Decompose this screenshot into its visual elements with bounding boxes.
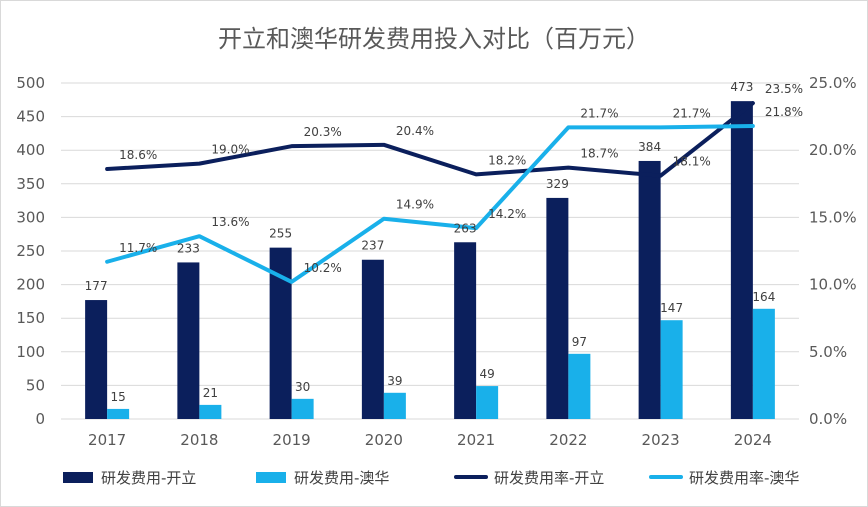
- legend-label: 研发费用率-澳华: [689, 469, 799, 487]
- bar: [291, 398, 314, 419]
- right-tick-label: 5.0%: [809, 343, 847, 361]
- bar: [361, 259, 384, 419]
- line-value-label: 13.6%: [211, 215, 249, 229]
- bar-value-label: 177: [85, 279, 108, 293]
- bar-value-label: 473: [730, 80, 753, 94]
- bar-value-label: 329: [546, 177, 569, 191]
- left-axis: 0 50 100 150 200 250 300 350 400 450 500: [16, 74, 45, 428]
- line-value-label: 18.7%: [580, 147, 618, 161]
- line-value-label: 19.0%: [211, 143, 249, 157]
- bar-value-label: 237: [361, 239, 384, 253]
- line-value-label: 11.7%: [119, 241, 157, 255]
- left-tick-label: 500: [16, 74, 45, 92]
- x-tick-label: 2021: [457, 431, 495, 449]
- bar-value-label: 39: [387, 374, 402, 388]
- right-tick-label: 10.0%: [809, 276, 857, 294]
- left-tick-label: 0: [35, 410, 45, 428]
- bar-value-label: 147: [660, 301, 683, 315]
- left-tick-label: 450: [16, 108, 45, 126]
- bar: [383, 392, 406, 419]
- bar: [730, 101, 753, 420]
- bar: [177, 262, 200, 419]
- left-tick-label: 350: [16, 175, 45, 193]
- x-tick-label: 2019: [273, 431, 311, 449]
- x-tick-label: 2018: [180, 431, 218, 449]
- bar-value-label: 49: [479, 367, 494, 381]
- x-tick-label: 2022: [549, 431, 587, 449]
- left-tick-label: 150: [16, 309, 45, 327]
- bar: [476, 386, 499, 419]
- left-tick-label: 250: [16, 242, 45, 260]
- line-value-label: 14.2%: [488, 207, 526, 221]
- bar: [660, 320, 683, 419]
- bar: [638, 160, 661, 419]
- lines: [105, 101, 755, 284]
- bars: [85, 101, 775, 420]
- line-value-label: 21.7%: [673, 106, 711, 120]
- legend-swatch: [256, 472, 286, 483]
- bar: [107, 408, 130, 419]
- line-value-label: 21.8%: [765, 105, 803, 119]
- right-tick-label: 15.0%: [809, 208, 857, 226]
- legend-label: 研发费用-开立: [101, 469, 196, 487]
- line-value-label: 21.7%: [580, 106, 618, 120]
- x-tick-label: 2017: [88, 431, 126, 449]
- bar-value-label: 97: [572, 335, 587, 349]
- x-tick-label: 2023: [642, 431, 680, 449]
- line-value-label: 18.1%: [673, 155, 711, 169]
- bar: [199, 404, 222, 419]
- series-line: [105, 101, 755, 178]
- series-line: [105, 124, 755, 284]
- bar: [568, 353, 591, 419]
- line-value-label: 20.3%: [304, 125, 342, 139]
- bar: [85, 300, 108, 419]
- data-labels: 177 233 255 237 263 329 384 473 15 21 30 39 49 97 147 1…: [85, 80, 803, 404]
- bar: [269, 247, 292, 419]
- bar-value-label: 263: [454, 221, 477, 235]
- bar-value-label: 21: [203, 386, 218, 400]
- line-value-label: 10.2%: [304, 261, 342, 275]
- bar-value-label: 164: [752, 290, 775, 304]
- bar-value-label: 233: [177, 241, 200, 255]
- bar: [546, 197, 569, 419]
- right-tick-label: 0.0%: [809, 410, 847, 428]
- line-value-label: 18.6%: [119, 148, 157, 162]
- left-tick-label: 100: [16, 343, 45, 361]
- legend: 研发费用-开立 研发费用-澳华 研发费用率-开立 研发费用率-澳华: [63, 469, 799, 487]
- left-tick-label: 400: [16, 141, 45, 159]
- bar-value-label: 15: [110, 390, 125, 404]
- right-tick-label: 20.0%: [809, 141, 857, 159]
- legend-label: 研发费用率-开立: [494, 469, 604, 487]
- right-tick-label: 25.0%: [809, 74, 857, 92]
- line-value-label: 20.4%: [396, 124, 434, 138]
- bar-value-label: 255: [269, 227, 292, 241]
- x-axis: 2017 2018 2019 2020 2021 2022 2023 2024: [88, 431, 772, 449]
- left-tick-label: 50: [26, 376, 45, 394]
- line-value-label: 23.5%: [765, 82, 803, 96]
- right-axis: 0.0% 5.0% 10.0% 15.0% 20.0% 25.0%: [809, 74, 857, 428]
- left-tick-label: 200: [16, 276, 45, 294]
- legend-label: 研发费用-澳华: [294, 469, 389, 487]
- line-value-label: 18.2%: [488, 153, 526, 167]
- chart-title: 开立和澳华研发费用投入对比（百万元）: [218, 25, 650, 53]
- left-tick-label: 300: [16, 208, 45, 226]
- bar: [454, 242, 477, 419]
- bar-value-label: 30: [295, 380, 310, 394]
- x-tick-label: 2024: [734, 431, 772, 449]
- x-tick-label: 2020: [365, 431, 403, 449]
- legend-swatch: [63, 472, 93, 483]
- bar: [752, 308, 775, 419]
- bar-value-label: 384: [638, 140, 661, 154]
- line-value-label: 14.9%: [396, 198, 434, 212]
